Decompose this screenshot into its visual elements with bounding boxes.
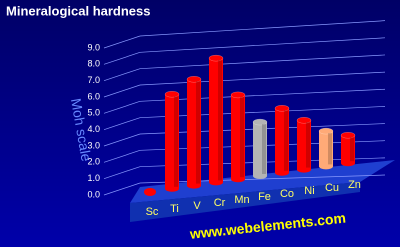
y-tick-label: 1.0 <box>87 173 100 183</box>
bar-shade <box>262 124 266 174</box>
grid-line <box>103 150 141 163</box>
grid-line <box>103 84 141 98</box>
y-tick-label: 7.0 <box>87 75 100 85</box>
bar <box>231 94 245 183</box>
bar <box>341 135 355 167</box>
bar-top <box>318 127 334 135</box>
bar-top <box>164 90 180 98</box>
bar-group <box>252 118 268 179</box>
y-tick-label: 9.0 <box>87 42 100 52</box>
bar-group <box>208 54 224 186</box>
floor <box>130 160 395 203</box>
grid-line <box>103 52 141 65</box>
bar-shade <box>218 60 222 181</box>
x-tick-label: V <box>193 200 201 212</box>
bar-top <box>252 118 268 126</box>
bar-group <box>296 117 312 173</box>
y-tick-label: 3.0 <box>87 140 100 150</box>
chart-title: Mineralogical hardness <box>6 3 151 18</box>
bar-top <box>186 76 202 83</box>
y-tick-label: 2.0 <box>87 157 100 167</box>
bar-top <box>274 105 290 112</box>
grid-line <box>139 37 386 53</box>
bar <box>297 120 311 173</box>
x-tick-label: Ti <box>170 203 179 215</box>
bar <box>144 188 156 196</box>
grid-line <box>103 101 141 114</box>
grid-line <box>139 20 386 37</box>
bar-group <box>230 91 246 183</box>
bar-group <box>274 105 290 176</box>
x-tick-label: Fe <box>258 191 271 203</box>
bar-shade <box>328 133 332 165</box>
x-tick-label: Cu <box>325 182 339 194</box>
bar-top <box>208 54 224 62</box>
bar <box>275 108 289 176</box>
y-tick-label: 6.0 <box>87 91 100 101</box>
bar <box>165 94 179 192</box>
y-tick-label: 0.0 <box>87 189 100 199</box>
grid-line <box>139 71 386 86</box>
grid-line <box>139 54 386 70</box>
grid-line <box>103 166 141 179</box>
grid-line <box>103 117 141 130</box>
x-tick-label: Sc <box>146 206 159 218</box>
bar-shade <box>306 122 310 168</box>
grid-line <box>103 68 141 81</box>
bar-top <box>230 91 246 99</box>
bar-shade <box>196 81 200 184</box>
floor-edge <box>130 182 360 222</box>
bar-group <box>164 90 180 192</box>
x-tick-label: Cr <box>214 197 226 209</box>
y-tick-label: 4.0 <box>87 124 100 134</box>
grid-line <box>139 174 386 184</box>
x-tick-label: Co <box>280 188 294 200</box>
grid-line <box>103 35 141 49</box>
bar <box>187 79 201 189</box>
grid-line <box>139 88 386 102</box>
bar-top <box>340 131 356 139</box>
bar <box>319 131 333 170</box>
bar-shade <box>350 137 354 162</box>
bar-top <box>296 117 312 124</box>
bar <box>253 122 267 179</box>
grid-line <box>103 182 141 196</box>
bar-group <box>318 127 334 170</box>
x-tick-label: Ni <box>304 185 314 197</box>
bar-group <box>340 131 356 167</box>
grid-line <box>139 106 386 119</box>
bar <box>209 58 223 186</box>
bar-shade <box>284 110 288 171</box>
x-tick-label: Mn <box>234 194 249 206</box>
bar-shade <box>240 96 244 178</box>
bar-group <box>186 76 202 189</box>
y-tick-label: 8.0 <box>87 59 100 69</box>
x-tick-label: Zn <box>348 179 361 191</box>
y-tick-label: 5.0 <box>87 108 100 118</box>
bar-shade <box>174 96 178 187</box>
grid-line <box>103 133 141 147</box>
